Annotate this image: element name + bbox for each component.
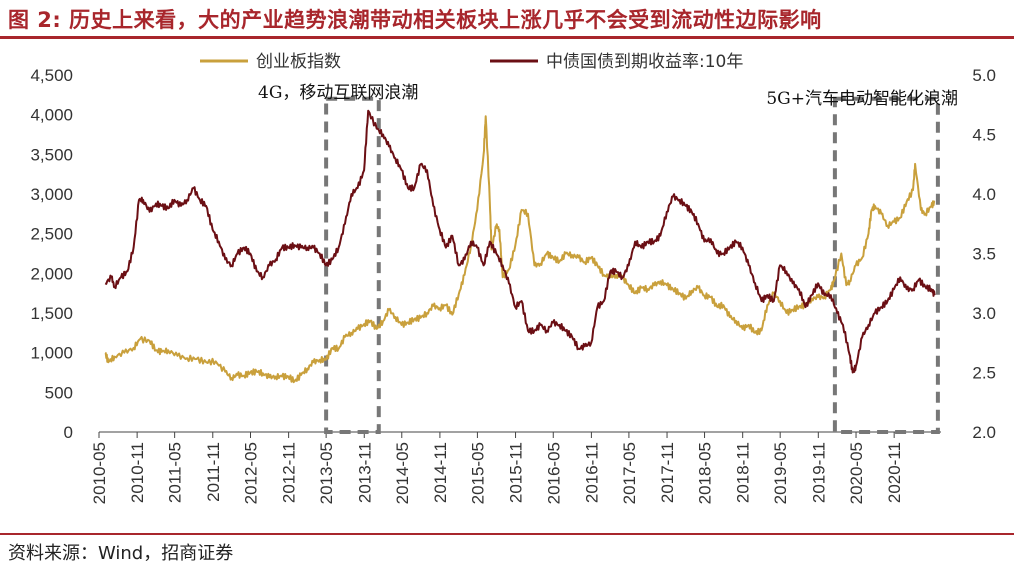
series-line-0 [104, 115, 936, 384]
y-tick-label-right: 5.0 [972, 66, 996, 85]
y-tick-label-right: 4.5 [972, 126, 996, 145]
x-tick-label: 2013-11 [355, 442, 374, 503]
y-tick-label-right: 2.0 [972, 423, 996, 442]
y-tick-label-left: 4,000 [30, 106, 73, 125]
y-tick-label-left: 2,500 [30, 225, 73, 244]
x-tick-label: 2017-11 [658, 442, 677, 503]
dual-axis-line-chart: 2010-05 2010-11 2011-05 2011-11 2012-05 2012-… [30, 52, 996, 504]
y-tick-label-left: 1,500 [30, 304, 73, 323]
x-tick-label: 2012-11 [280, 442, 299, 503]
source-note: 资料来源：Wind，招商证券 [8, 543, 234, 564]
y-tick-label-left: 1,000 [30, 344, 73, 363]
legend-label-1: 中债国债到期收益率:10年 [546, 52, 743, 72]
y-tick-label-right: 3.5 [972, 245, 996, 264]
y-tick-label-left: 3,500 [30, 145, 73, 164]
y-tick-label-right: 2.5 [972, 364, 996, 383]
y-tick-label-left: 3,000 [30, 185, 73, 204]
x-tick-label: 2010-05 [90, 442, 109, 504]
legend: 创业板指数 中债国债到期收益率:10年 [200, 52, 743, 72]
y-tick-label-left: 500 [45, 383, 73, 402]
annotation-label: 4G，移动互联网浪潮 [258, 83, 418, 103]
x-tick-label: 2018-05 [696, 442, 715, 504]
x-tick-label: 2016-05 [544, 442, 563, 504]
y-tick-label-left: 4,500 [30, 66, 73, 85]
x-tick-label: 2017-05 [620, 442, 639, 504]
series-line-1 [104, 109, 936, 374]
x-tick-label: 2010-11 [128, 442, 147, 503]
page-title: 图 2: 历史上来看，大的产业趋势浪潮带动相关板块上涨几乎不会受到流动性边际影响 [8, 8, 822, 32]
x-tick-label: 2019-05 [771, 442, 790, 504]
x-tick-label: 2019-11 [809, 442, 828, 503]
title-bar: 图 2: 历史上来看，大的产业趋势浪潮带动相关板块上涨几乎不会受到流动性边际影响 [0, 0, 1014, 36]
annotation-box-0 [324, 96, 381, 435]
x-tick-label: 2015-11 [507, 442, 526, 503]
x-tick-label: 2012-05 [241, 442, 260, 504]
x-tick-label: 2011-05 [166, 442, 185, 503]
x-tick-label: 2014-05 [393, 442, 412, 504]
x-tick-label: 2020-11 [885, 442, 904, 503]
y-tick-label-left: 0 [64, 423, 73, 442]
legend-label-0: 创业板指数 [256, 52, 341, 72]
y-tick-label-left: 2,000 [30, 264, 73, 283]
x-tick-label: 2015-05 [468, 442, 487, 504]
x-tick-label: 2013-05 [317, 442, 336, 504]
x-tick-label: 2014-11 [431, 442, 450, 503]
y-tick-label-right: 4.0 [972, 185, 996, 204]
axes-group: 2010-05 2010-11 2011-05 2011-11 2012-05 2012-… [30, 66, 996, 504]
y-tick-label-right: 3.0 [972, 304, 996, 323]
x-tick-label: 2016-11 [582, 442, 601, 503]
x-tick-label: 2011-11 [204, 442, 223, 502]
series-group [104, 109, 936, 384]
x-tick-label: 2018-11 [734, 442, 753, 503]
bottom-divider [0, 533, 1014, 535]
annotation-box-1 [832, 96, 940, 435]
annotation-label: 5G+汽车电动智能化浪潮 [766, 89, 958, 109]
x-tick-label: 2020-05 [847, 442, 866, 504]
title-divider [0, 36, 1014, 39]
annotation-group: 4G，移动互联网浪潮 5G+汽车电动智能化浪潮 [258, 83, 958, 435]
